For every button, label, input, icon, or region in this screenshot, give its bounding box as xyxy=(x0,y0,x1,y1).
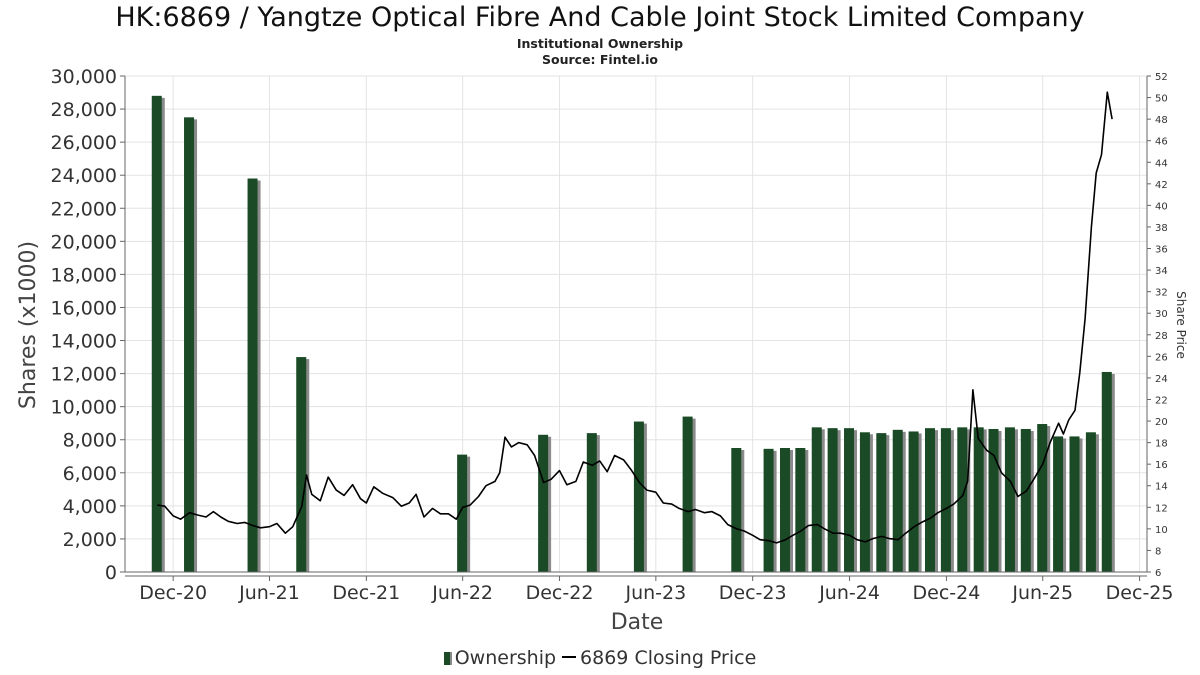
x-tick-label: Dec-21 xyxy=(332,582,400,604)
y2-tick-label: 22 xyxy=(1155,395,1168,406)
x-axis-label: Date xyxy=(611,610,664,635)
y2-tick-label: 10 xyxy=(1155,525,1168,536)
price-legend-label: 6869 Closing Price xyxy=(580,647,757,669)
ownership-bar xyxy=(957,427,968,572)
y2-tick-label: 52 xyxy=(1155,72,1168,83)
y2-tick-label: 20 xyxy=(1155,417,1168,428)
y2-tick-label: 30 xyxy=(1155,309,1168,320)
ownership-bar xyxy=(940,428,951,572)
ownership-bar xyxy=(633,421,644,572)
x-tick-label: Jun-23 xyxy=(624,582,686,604)
ownership-bar xyxy=(859,432,870,572)
y2-tick-label: 6 xyxy=(1155,568,1161,579)
x-tick-label: Dec-25 xyxy=(1106,582,1174,604)
y-tick-label: 0 xyxy=(105,562,117,584)
ownership-legend-label: Ownership xyxy=(454,647,557,669)
y-tick-label: 20,000 xyxy=(51,231,117,253)
ownership-bar xyxy=(731,448,742,572)
y2-tick-label: 14 xyxy=(1155,482,1168,493)
y-tick-label: 4,000 xyxy=(63,496,117,518)
chart-subtitle: Institutional Ownership xyxy=(516,36,684,51)
x-tick-label: Jun-24 xyxy=(818,582,880,604)
y2-tick-label: 46 xyxy=(1155,137,1168,148)
y2-tick-label: 38 xyxy=(1155,223,1168,234)
ownership-bar xyxy=(296,357,307,572)
ownership-bar xyxy=(1085,432,1096,572)
y-tick-label: 6,000 xyxy=(63,463,117,485)
x-tick-label: Jun-25 xyxy=(1011,582,1073,604)
y2-tick-label: 26 xyxy=(1155,352,1168,363)
y2-tick-label: 42 xyxy=(1155,180,1168,191)
y-tick-label: 26,000 xyxy=(51,132,117,154)
ownership-bar xyxy=(184,117,195,572)
y2-tick-label: 32 xyxy=(1155,288,1168,299)
price-line-layer xyxy=(157,91,1113,544)
ownership-bar xyxy=(586,433,597,572)
x-tick-label: Jun-22 xyxy=(431,582,493,604)
y2-tick-label: 44 xyxy=(1155,158,1168,169)
y-tick-label: 16,000 xyxy=(51,297,117,319)
ownership-bar xyxy=(811,427,822,572)
y2-tick-label: 48 xyxy=(1155,115,1168,126)
ownership-bar xyxy=(151,95,162,572)
chart-title: HK:6869 / Yangtze Optical Fibre And Cabl… xyxy=(115,2,1085,33)
ownership-bar xyxy=(682,416,693,572)
chart-legend: Ownership 6869 Closing Price xyxy=(0,647,1200,669)
y-tick-label: 2,000 xyxy=(63,529,117,551)
ownership-bar xyxy=(1053,436,1064,572)
ownership-bar xyxy=(844,428,855,572)
ownership-bar xyxy=(973,427,984,572)
x-tick-label: Dec-24 xyxy=(913,582,981,604)
y2-tick-label: 40 xyxy=(1155,201,1168,212)
y-tick-label: 10,000 xyxy=(51,397,117,419)
y2-tick-label: 50 xyxy=(1155,94,1168,105)
ownership-bar xyxy=(247,178,258,573)
x-tick-label: Dec-22 xyxy=(526,582,594,604)
ownership-bar xyxy=(1101,371,1112,572)
price-legend-swatch xyxy=(562,656,577,658)
y-tick-label: 14,000 xyxy=(51,331,117,353)
y2-tick-label: 36 xyxy=(1155,245,1168,256)
ownership-bar xyxy=(457,454,468,572)
ownership-bar xyxy=(1037,424,1048,572)
ownership-bar xyxy=(763,448,774,572)
bar-layer xyxy=(151,95,1115,573)
y-tick-label: 18,000 xyxy=(51,264,117,286)
ownership-bar xyxy=(827,428,838,572)
x-tick-label: Dec-20 xyxy=(139,582,207,604)
y2-tick-label: 12 xyxy=(1155,503,1168,514)
x-tick-label: Dec-23 xyxy=(719,582,787,604)
ownership-bar xyxy=(779,448,790,572)
price-line xyxy=(157,91,1113,544)
y2-tick-label: 28 xyxy=(1155,331,1168,342)
y-tick-label: 12,000 xyxy=(51,364,117,386)
y-tick-label: 30,000 xyxy=(51,66,117,88)
chart-source: Source: Fintel.io xyxy=(542,52,658,67)
ownership-legend-swatch xyxy=(443,652,452,665)
y2-tick-label: 24 xyxy=(1155,374,1168,385)
ownership-bar xyxy=(892,429,903,572)
ownership-bar xyxy=(908,431,919,572)
y2-tick-label: 34 xyxy=(1155,266,1168,277)
ownership-bar xyxy=(538,434,549,572)
ownership-bar xyxy=(925,428,936,572)
y2-axis-label: Share Price xyxy=(1174,291,1188,359)
y-tick-label: 8,000 xyxy=(63,430,117,452)
axis-layer: 0 2,000 4,000 6,000 8,000 10,000 12,000 14,000 1… xyxy=(51,66,1174,604)
ownership-bar xyxy=(876,433,887,572)
ownership-bar xyxy=(1069,436,1080,572)
ownership-bar xyxy=(795,448,806,572)
y-tick-label: 28,000 xyxy=(51,99,117,121)
y-tick-label: 22,000 xyxy=(51,198,117,220)
ownership-bar xyxy=(1004,427,1015,572)
ownership-bar xyxy=(988,428,999,572)
y2-tick-label: 8 xyxy=(1155,546,1161,557)
ownership-bar xyxy=(1020,428,1031,572)
y2-tick-label: 16 xyxy=(1155,460,1168,471)
x-tick-label: Jun-21 xyxy=(238,582,300,604)
y-tick-label: 24,000 xyxy=(51,165,117,187)
y2-tick-label: 18 xyxy=(1155,439,1168,450)
y-axis-label: Shares (x1000) xyxy=(16,241,41,409)
